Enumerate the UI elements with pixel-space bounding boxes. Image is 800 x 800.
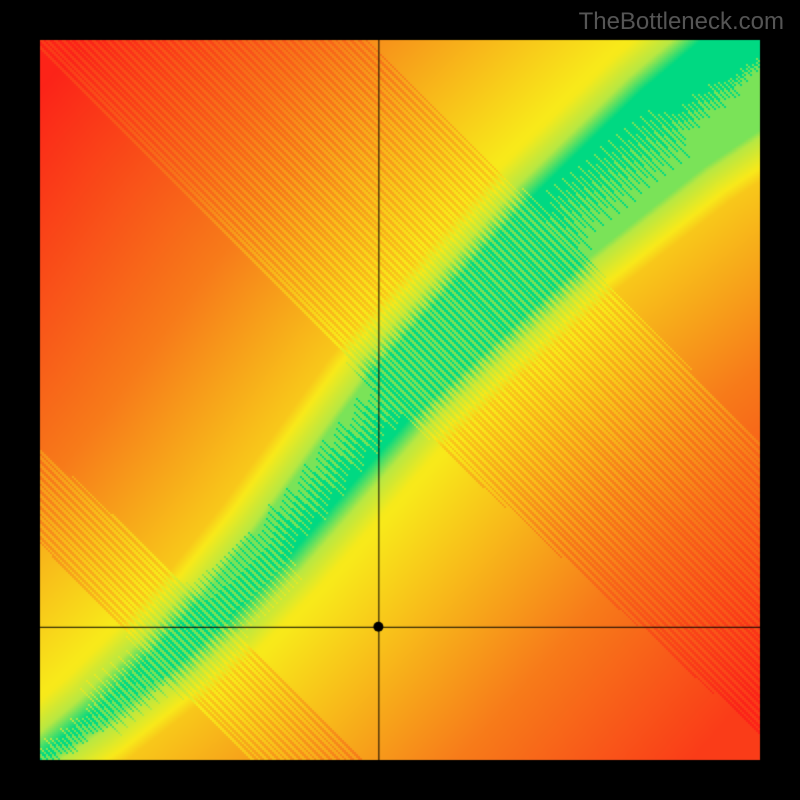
chart-container: TheBottleneck.com — [0, 0, 800, 800]
bottleneck-heatmap — [0, 0, 800, 800]
watermark-text: TheBottleneck.com — [579, 8, 784, 36]
